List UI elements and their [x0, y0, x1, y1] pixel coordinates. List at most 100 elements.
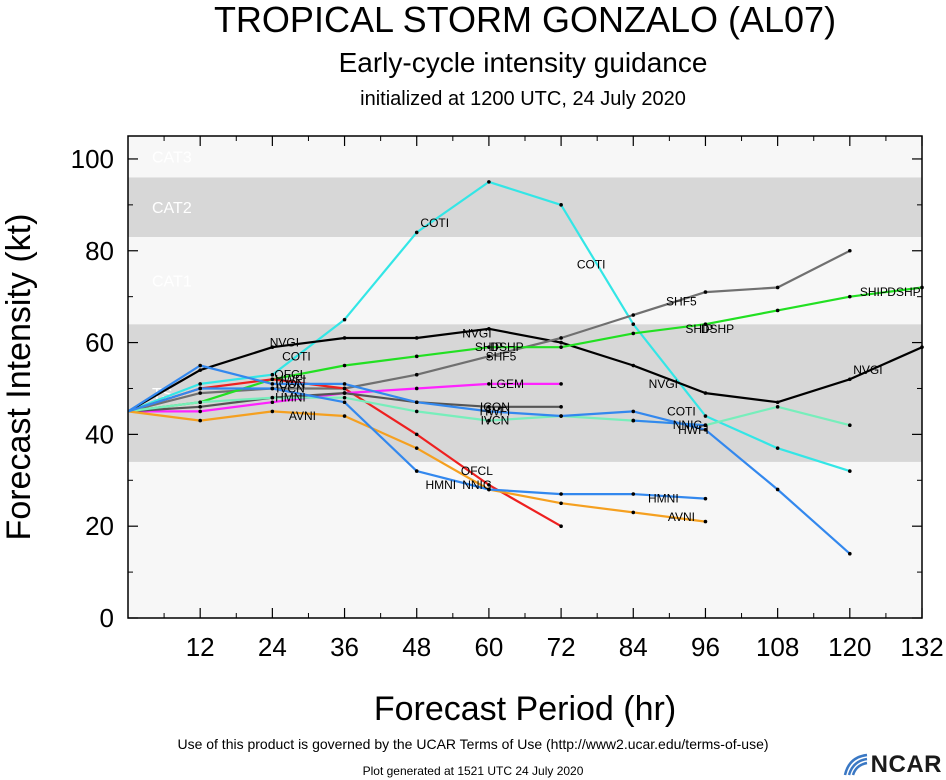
series-point-hwfi: [487, 409, 491, 414]
series-point-dshp: [414, 354, 419, 359]
plot-generated-timestamp: Plot generated at 1521 UTC 24 July 2020: [362, 764, 584, 778]
series-point-coti: [848, 469, 852, 473]
series-point-dshp: [487, 345, 491, 349]
series-point-nvgi: [342, 336, 347, 340]
series-point-dshp: [631, 331, 636, 336]
series-label-coti: COTI: [577, 258, 606, 272]
ncar-logo: NCAR: [843, 751, 942, 778]
series-point-ofcl: [342, 386, 347, 391]
series-point-nvgi: [270, 345, 275, 349]
series-point-avni: [703, 519, 708, 524]
series-labels: COTICOTICOTICOTINVGINVGINVGINVGISHF5SHF5…: [270, 216, 921, 524]
series-point-shf5: [631, 313, 636, 317]
series-point-hmni: [198, 386, 202, 391]
series-label-coti: COTI: [282, 349, 311, 363]
series-point-nvgi: [631, 363, 636, 368]
chart: TROPICAL STORM GONZALO (AL07) Early-cycl…: [0, 0, 944, 728]
series-point-nvgi: [848, 377, 852, 382]
series-line-nnic: [633, 419, 706, 427]
series-point-coti: [487, 180, 491, 184]
series-points: [198, 180, 924, 556]
x-tick-label: 72: [547, 632, 576, 662]
terms-of-use-notice: Use of this product is governed by the U…: [177, 736, 769, 752]
series-point-coti: [270, 372, 275, 377]
series-point-avni: [559, 501, 563, 506]
series-label-hwfi: HWFI: [678, 423, 709, 437]
series-label-hmni: HMNI: [275, 391, 306, 405]
series-point-hwfi: [270, 382, 275, 386]
intensity-bands: [128, 136, 922, 618]
series-point-coti: [198, 382, 202, 386]
series-point-shf5: [848, 248, 852, 253]
band-label-cat2: CAT2: [152, 200, 192, 217]
x-axis-label: Forecast Period (hr): [374, 690, 676, 728]
series-label-nnic: NNIC: [462, 478, 492, 492]
series-point-ivcn: [775, 405, 780, 409]
series-point-dshp: [559, 345, 563, 349]
series-point-lgem: [414, 386, 419, 391]
series-line-dshp: [127, 286, 923, 413]
series-label-dshp: DSHP: [490, 340, 523, 354]
y-tick-label: 40: [85, 419, 114, 449]
intensity-band-cat1: [128, 236, 922, 325]
series-label-dshp: SHIP: [860, 285, 888, 299]
series-point-lgem: [487, 382, 491, 386]
y-tick-label: 80: [85, 236, 114, 266]
series-label-nvgi: NVGI: [649, 377, 678, 391]
series-point-ivcn: [198, 400, 202, 405]
x-tick-label: 24: [258, 632, 287, 662]
series-point-coti: [703, 414, 708, 418]
series-point-shf5: [703, 290, 708, 294]
series-label-shf5: SHF5: [486, 349, 517, 363]
y-tick-label: 0: [100, 603, 114, 633]
series-label-lgem: LGEM: [490, 377, 524, 391]
series-point-coti: [631, 322, 636, 327]
series-point-ofcl: [487, 483, 491, 487]
x-tick-label: 84: [619, 632, 648, 662]
series-point-coti: [414, 230, 419, 235]
series-point-icon: [559, 405, 563, 409]
x-tick-label: 96: [691, 632, 720, 662]
chart-subtitle-init: initialized at 1200 UTC, 24 July 2020: [360, 88, 686, 110]
series-point-icon: [198, 405, 202, 409]
series-point-hmni: [487, 487, 491, 492]
ncar-logo-icon: [843, 753, 867, 776]
series-point-avni: [270, 409, 275, 414]
x-tick-label: 48: [402, 632, 431, 662]
x-tick-label: 12: [186, 632, 215, 662]
series-point-nvgi: [487, 327, 491, 331]
series-point-ivcn: [270, 395, 275, 400]
series-point-ofcl: [270, 377, 275, 382]
chart-subtitle: Early-cycle intensity guidance: [339, 47, 708, 78]
y-tick-label: 100: [71, 144, 114, 174]
y-tick-label: 60: [85, 328, 114, 358]
series-label-avni: AVNI: [668, 510, 695, 524]
series-point-nvgi: [559, 340, 563, 345]
series-point-avni: [631, 510, 636, 515]
series-point-shf5: [775, 285, 780, 290]
series-point-hwfi: [559, 414, 563, 418]
x-axis-ticks: 12 24 36 48 60 72 84 96 108 120 132: [163, 136, 944, 662]
series-label-ivcn: IVCN: [481, 414, 510, 428]
series-label-hwfi: HWFI: [480, 404, 511, 418]
series-point-icon: [342, 391, 347, 395]
y-axis-label: Forecast Intensity (kt): [0, 214, 38, 541]
series-point-hwfi: [631, 409, 636, 414]
series-label-nnic: NNIC: [673, 418, 703, 432]
series-point-ofcl: [414, 432, 419, 437]
series-point-dshp: [342, 363, 347, 368]
band-label-cat3: CAT3: [152, 150, 192, 167]
series-label-ofcl: OFCL: [274, 368, 306, 382]
series-point-icon: [487, 405, 491, 409]
series-point-dshp: [848, 294, 852, 299]
series-label-dshp: SHIP: [475, 340, 503, 354]
series-point-dshp: [703, 322, 708, 327]
series-point-hwfi: [342, 382, 347, 386]
series-point-lgem: [559, 382, 563, 386]
series-line-nvgi: [127, 327, 923, 413]
x-tick-label: 36: [330, 632, 359, 662]
series-point-coti: [775, 446, 780, 450]
series-label-dshp: DSHP: [887, 285, 920, 299]
series-label-dshp: SHIP: [685, 322, 713, 336]
series-point-nvgi: [414, 336, 419, 340]
